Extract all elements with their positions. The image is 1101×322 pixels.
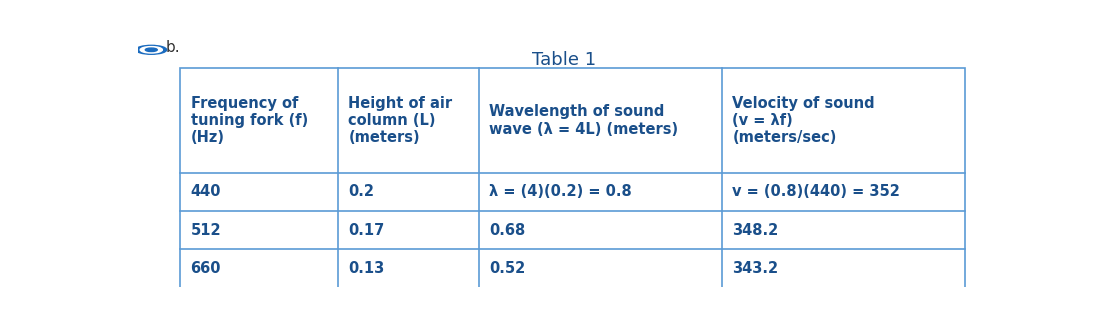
Text: Table 1: Table 1 xyxy=(532,51,597,69)
Text: Height of air
column (L)
(meters): Height of air column (L) (meters) xyxy=(348,96,453,145)
Text: 343.2: 343.2 xyxy=(732,261,778,276)
Text: Frequency of
tuning fork (f)
(Hz): Frequency of tuning fork (f) (Hz) xyxy=(190,96,308,145)
Text: 512: 512 xyxy=(190,223,221,238)
Bar xyxy=(181,68,966,288)
Text: Wavelength of sound
wave (λ = 4L) (meters): Wavelength of sound wave (λ = 4L) (meter… xyxy=(489,104,678,137)
Text: λ = (4)(0.2) = 0.8: λ = (4)(0.2) = 0.8 xyxy=(489,184,632,199)
Text: 0.68: 0.68 xyxy=(489,223,525,238)
Text: 440: 440 xyxy=(190,184,221,199)
Text: 0.2: 0.2 xyxy=(348,184,374,199)
Text: b.: b. xyxy=(166,40,181,55)
Text: 348.2: 348.2 xyxy=(732,223,778,238)
Text: Velocity of sound
(v = λf)
(meters/sec): Velocity of sound (v = λf) (meters/sec) xyxy=(732,96,875,145)
Text: 0.13: 0.13 xyxy=(348,261,384,276)
Circle shape xyxy=(145,48,157,52)
Circle shape xyxy=(140,47,162,53)
Text: 0.17: 0.17 xyxy=(348,223,384,238)
Text: 660: 660 xyxy=(190,261,221,276)
Circle shape xyxy=(135,45,166,54)
Text: v = (0.8)(440) = 352: v = (0.8)(440) = 352 xyxy=(732,184,901,199)
Text: 0.52: 0.52 xyxy=(489,261,525,276)
